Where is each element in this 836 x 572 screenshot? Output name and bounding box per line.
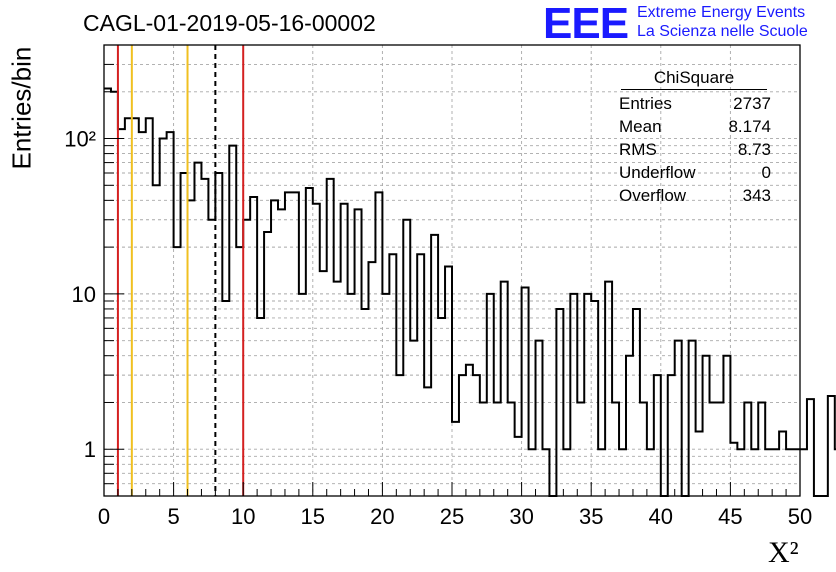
stats-value: 343 [742, 186, 771, 205]
stats-row-overflow: Overflow 343 [611, 184, 777, 207]
y-tick-labels: 1 10 10² [64, 127, 96, 463]
histogram-bins [104, 87, 836, 497]
x-tick-label: 40 [649, 504, 673, 529]
x-tick-label: 30 [509, 504, 533, 529]
x-tick-label: 5 [167, 504, 179, 529]
logo-line-2: La Scienza nelle Scuole [637, 23, 808, 40]
stats-label: Entries [619, 94, 672, 113]
axis-ticks [103, 44, 801, 497]
stats-row-entries: Entries 2737 [611, 92, 777, 115]
histogram-series [104, 87, 836, 497]
y-tick-label: 10 [72, 282, 96, 307]
x-tick-label: 35 [579, 504, 603, 529]
stats-label: Mean [619, 117, 662, 136]
stats-label: Underflow [619, 163, 696, 182]
x-axis-label: X² [768, 536, 799, 569]
x-tick-label: 50 [788, 504, 812, 529]
stats-value: 2737 [733, 94, 771, 113]
eee-logo: EEE [543, 0, 629, 48]
stats-row-rms: RMS 8.73 [611, 138, 777, 161]
y-tick-label: 10² [64, 127, 96, 152]
stats-box: ChiSquare Entries 2737 Mean 8.174 RMS 8.73 … [611, 66, 777, 207]
logo-line-1: Extreme Energy Events [637, 4, 806, 21]
stats-title: ChiSquare [621, 66, 767, 90]
x-tick-label: 10 [231, 504, 255, 529]
x-tick-label: 15 [301, 504, 325, 529]
reference-lines [116, 45, 245, 496]
stats-row-mean: Mean 8.174 [611, 115, 777, 138]
x-tick-labels: 0 5 10 15 20 25 30 35 40 45 50 [98, 504, 812, 529]
stats-value: 8.174 [728, 117, 771, 136]
stats-label: Overflow [619, 186, 687, 205]
y-tick-label: 1 [84, 437, 96, 462]
chart-title: CAGL-01-2019-05-16-00002 [83, 10, 376, 36]
x-tick-label: 45 [718, 504, 742, 529]
x-tick-label: 0 [98, 504, 110, 529]
x-tick-label: 25 [440, 504, 464, 529]
x-tick-label: 20 [370, 504, 394, 529]
stats-value: 8.73 [737, 140, 771, 159]
stats-label: RMS [619, 140, 657, 159]
stats-value: 0 [761, 163, 771, 182]
stats-row-underflow: Underflow 0 [611, 161, 777, 184]
